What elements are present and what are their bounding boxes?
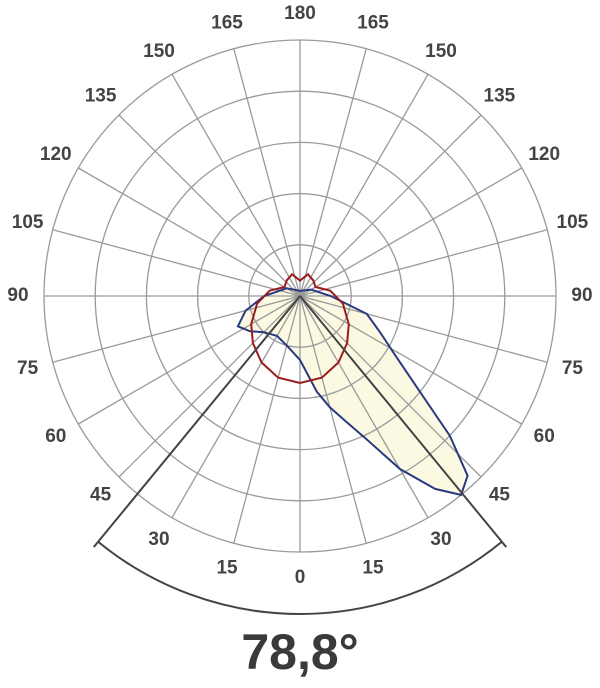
angle-label: 105 [557,212,589,233]
angle-label: 120 [528,144,560,165]
grid-spoke [299,295,482,478]
grid-spoke [299,229,548,297]
grid-spoke [299,295,429,519]
angle-label: 165 [357,13,389,34]
series-line [250,272,350,385]
angle-label: 15 [216,557,238,578]
grid-spoke [52,229,301,297]
angle-label: 150 [143,41,175,62]
angle-label: 45 [90,484,112,505]
angle-label: 75 [17,358,39,379]
grid-spoke [299,114,482,297]
angle-label: 60 [534,426,555,447]
angle-label: 30 [430,529,451,550]
angle-label: 135 [484,86,516,107]
grid-spoke [299,167,523,297]
angle-label: 0 [295,567,306,588]
beam-line [92,295,301,548]
grid-spoke [52,295,301,363]
grid-spoke [118,114,301,297]
angle-label: 45 [489,484,511,505]
angle-label: 75 [562,358,584,379]
series-fill [237,288,468,495]
angle-label: 180 [284,3,316,24]
beam-line [299,295,508,548]
angle-label: 15 [362,557,384,578]
chart-title: 78,8° [241,624,358,680]
grid-spoke [299,48,367,297]
grid-spoke [171,73,301,297]
angle-label: 105 [12,212,44,233]
grid-spoke [77,295,301,425]
grid-spoke [233,48,301,297]
grid-spoke [299,295,367,544]
angle-label: 90 [7,285,28,306]
series-line [236,287,469,497]
angle-label: 120 [40,144,72,165]
angle-label: 150 [425,41,457,62]
grid-spoke [233,295,301,544]
angle-label: 135 [85,86,117,107]
beam-arc [97,540,503,615]
grid-spoke [171,295,301,519]
angle-label: 165 [211,13,243,34]
grid-spoke [299,295,523,425]
grid-spoke [299,295,548,363]
angle-label: 60 [45,426,66,447]
angle-label: 30 [148,529,169,550]
grid-spoke [77,167,301,297]
angle-label: 90 [571,285,592,306]
grid-spoke [299,73,429,297]
grid-spoke [118,295,301,478]
